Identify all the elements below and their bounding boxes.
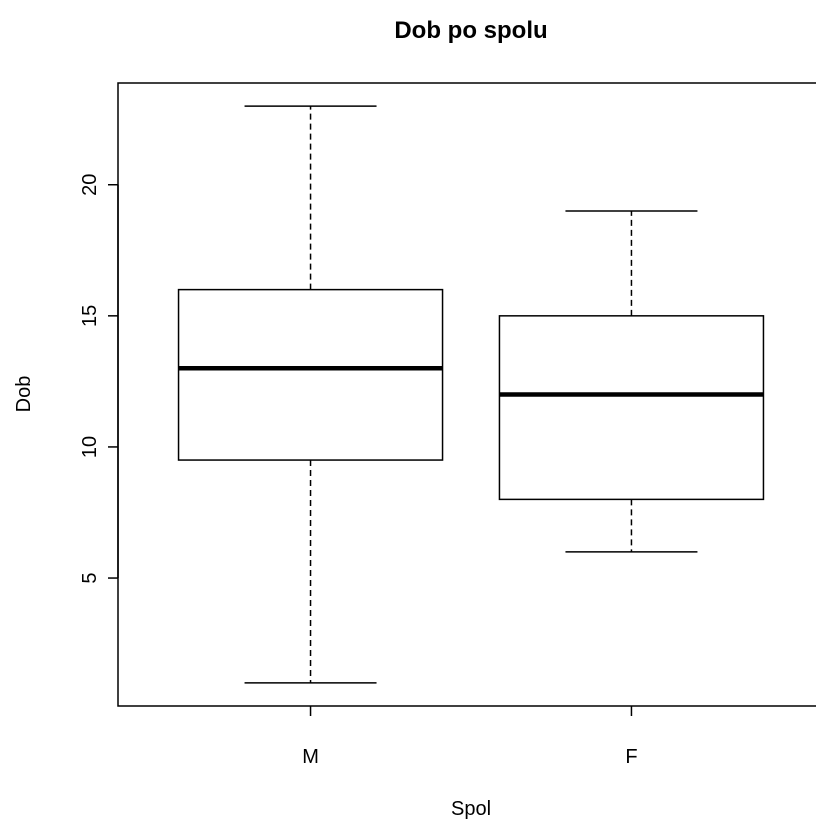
y-axis-title: Dob bbox=[13, 376, 35, 413]
y-tick-label: 20 bbox=[79, 174, 101, 196]
x-axis-title: Spol bbox=[451, 798, 491, 820]
y-tick-label: 10 bbox=[79, 436, 101, 458]
x-tick-label: F bbox=[625, 746, 637, 768]
y-tick-label: 5 bbox=[79, 572, 101, 583]
y-tick-label: 15 bbox=[79, 305, 101, 327]
box-f bbox=[498, 315, 765, 501]
x-tick-label: M bbox=[302, 746, 319, 768]
box-m bbox=[177, 288, 444, 461]
plot-marks: 5 10 15 20 M F bbox=[79, 105, 765, 768]
chart-title: Dob po spolu bbox=[394, 17, 547, 44]
